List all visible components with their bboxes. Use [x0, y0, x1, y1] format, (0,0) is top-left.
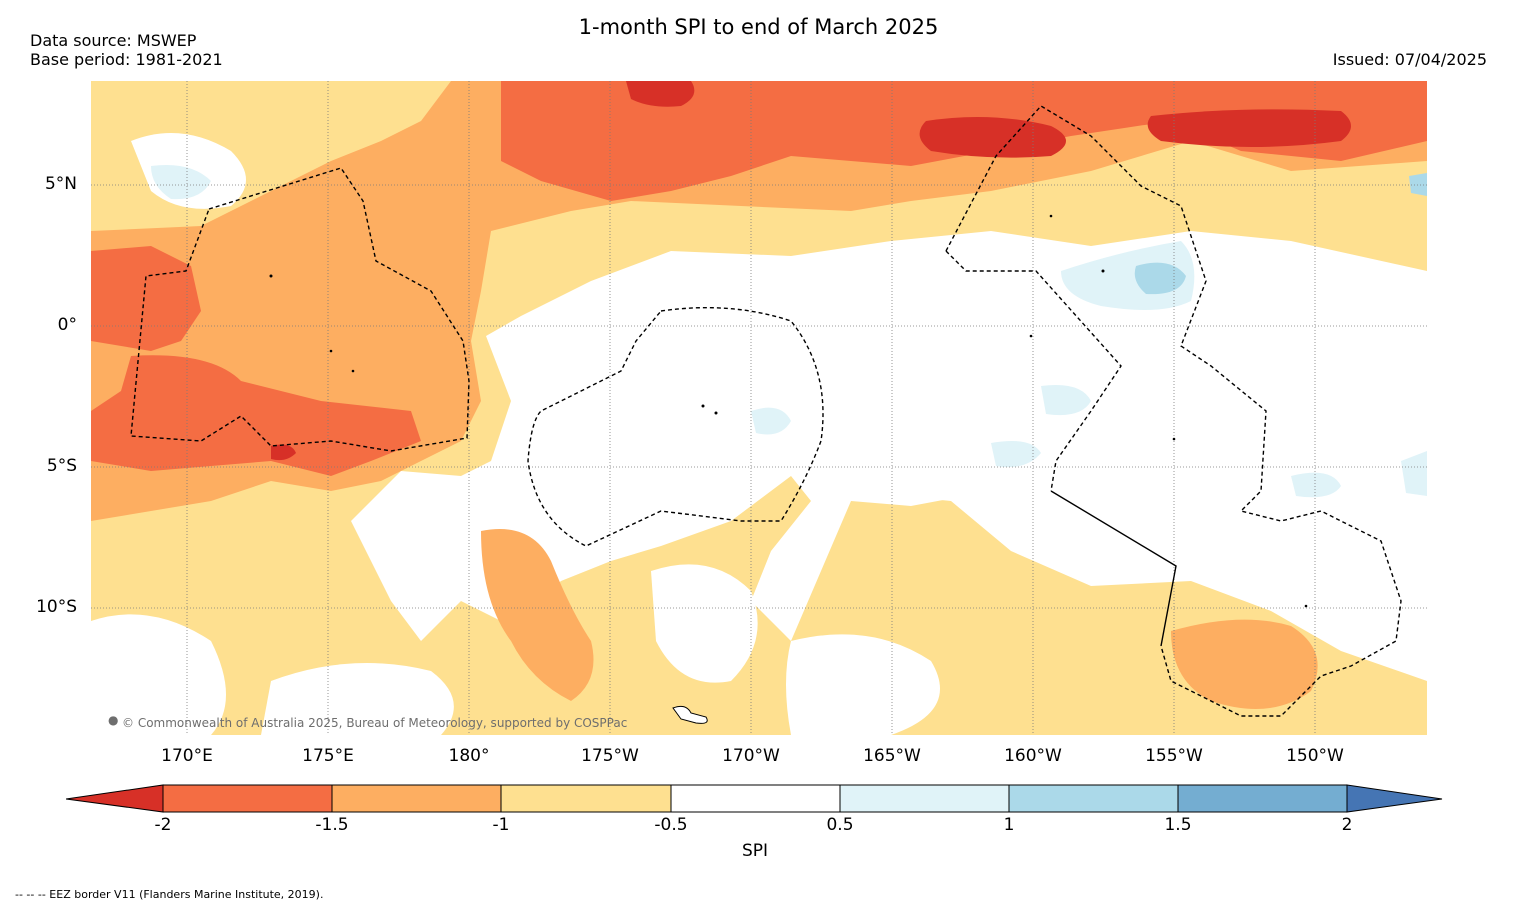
colorbar-tick-minus0-5: -0.5: [654, 815, 688, 835]
lon-label-160w: 160°W: [1004, 746, 1062, 766]
spi-band-red-3: [626, 81, 695, 107]
lon-label-170e: 170°E: [161, 746, 213, 766]
spi-band-light-blue-2: [151, 165, 211, 200]
spi-band-light-blue-3: [751, 407, 791, 435]
spi-map: [91, 81, 1427, 735]
eez-line-islands-west: [945, 250, 1122, 492]
spi-band-mid-blue-2: [1409, 173, 1427, 196]
lon-label-155w: 155°W: [1145, 746, 1203, 766]
lon-label-150w: 150°W: [1286, 746, 1344, 766]
spi-band-light-blue-6: [1291, 472, 1341, 498]
map-title: 1-month SPI to end of March 2025: [578, 15, 939, 39]
colorbar-tick-1: 1: [1003, 815, 1015, 835]
eez-footnote: -- -- -- EEZ border V11 (Flanders Marine…: [15, 888, 324, 901]
spi-band-white-5: [786, 634, 940, 735]
spi-band-red-2: [1147, 109, 1351, 147]
graticule: [91, 81, 1427, 735]
colorbar-bin-1: [162, 784, 333, 813]
eez-borders: [130, 105, 1402, 717]
spi-band-white-6: [91, 614, 226, 735]
base-period-label: Base period: 1981-2021: [30, 50, 223, 69]
colorbar-bin-6: [1008, 784, 1179, 813]
spi-band-white-3: [591, 256, 1427, 681]
spi-band-orange-se: [1171, 619, 1318, 709]
spi-band-red-1: [919, 117, 1066, 158]
colorbar-tick-minus1: -1: [492, 815, 510, 835]
colorbar-extend-low: [66, 784, 164, 813]
spi-band-light-blue-7: [1401, 451, 1427, 496]
colorbar-extend-high: [1346, 784, 1443, 813]
colorbar-tick-minus2: -2: [154, 815, 172, 835]
colorbar-tick-2: 2: [1341, 815, 1353, 835]
lat-label-10s: 10°S: [36, 597, 77, 617]
spi-band-light-blue-5: [991, 440, 1041, 468]
lon-label-175e: 175°E: [302, 746, 354, 766]
colorbar-tick-minus1-5: -1.5: [315, 815, 349, 835]
spi-shading: [91, 81, 1427, 735]
spi-colorbar: [66, 784, 1443, 813]
spi-band-white-2: [398, 529, 471, 601]
lon-label-180: 180°: [448, 746, 490, 766]
lon-label-165w: 165°W: [863, 746, 921, 766]
colorbar-bin-5: [839, 784, 1010, 813]
colorbar-tick-1-5: 1.5: [1164, 815, 1192, 835]
island-markers: [269, 214, 1308, 608]
eez-line-islands-north: [945, 105, 1402, 717]
eez-solid-boundary: [1050, 490, 1177, 647]
credit-icon: ●: [108, 713, 119, 727]
lon-label-170w: 170°W: [722, 746, 780, 766]
colorbar-bin-2: [331, 784, 502, 813]
spi-band-orange: [91, 81, 1427, 521]
spi-band-red-4: [271, 444, 296, 461]
lat-label-5s: 5°S: [46, 456, 77, 476]
eez-phoenix: [527, 306, 824, 547]
lat-label-0: 0°: [57, 315, 77, 335]
spi-band-white-7: [261, 663, 454, 735]
data-source-label: Data source: MSWEP: [30, 31, 197, 50]
lat-label-5n: 5°N: [44, 174, 77, 194]
lon-label-175w: 175°W: [581, 746, 639, 766]
spi-band-white-4: [651, 564, 758, 683]
spi-band-orange-south: [481, 529, 594, 701]
spi-band-mid-blue-1: [1134, 262, 1186, 295]
colorbar-bin-4: [670, 784, 841, 813]
spi-band-light-blue-4: [1041, 385, 1091, 416]
spi-band-deep-orange-west: [91, 246, 201, 351]
spi-band-deep-orange-west2: [91, 355, 421, 476]
issued-date-label: Issued: 07/04/2025: [1332, 50, 1487, 69]
eez-kiribati-gilbert: [130, 167, 470, 452]
colorbar-bin-3: [500, 784, 672, 813]
copyright-credit: © Commonwealth of Australia 2025, Bureau…: [122, 716, 628, 730]
colorbar-tick-0-5: 0.5: [826, 815, 854, 835]
colorbar-bin-7: [1177, 784, 1348, 813]
colorbar-title: SPI: [741, 841, 769, 861]
samoa-islands-outline: [672, 705, 708, 724]
